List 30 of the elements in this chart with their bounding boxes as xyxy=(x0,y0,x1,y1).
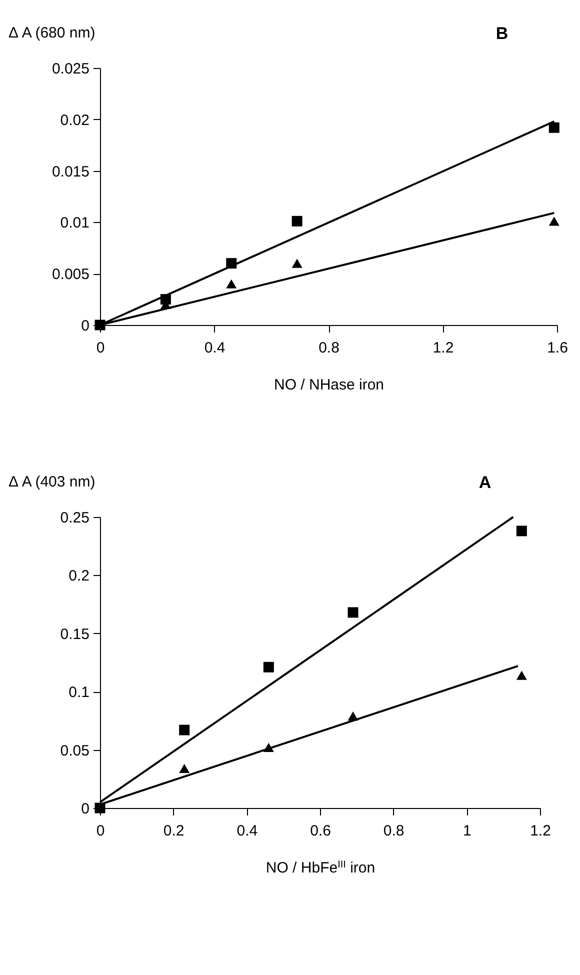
x-tick-label: 1.2 xyxy=(432,340,454,356)
y-tick-label: 0.005 xyxy=(52,266,90,284)
x-tick-label: 0 xyxy=(96,340,105,356)
x-tick-label: 1.2 xyxy=(530,822,551,840)
x-axis-title: NO / HbFe$^{III}$ iron xyxy=(266,859,376,876)
y-tick-label: 0.2 xyxy=(68,568,90,585)
y-tick-label: 0.05 xyxy=(60,742,90,760)
y-axis-title: Δ A (680 nm) xyxy=(8,24,96,42)
y-tick-label: 0.015 xyxy=(52,163,90,180)
x-tick-label: 0.4 xyxy=(236,822,258,840)
y-tick-label: 0.02 xyxy=(60,112,90,129)
y-tick-label: 0.1 xyxy=(68,684,90,702)
x-tick-label: 0 xyxy=(96,822,105,840)
text: B xyxy=(496,24,508,43)
x-tick-label: 1 xyxy=(462,822,472,840)
x-tick-label: 0.4 xyxy=(204,340,226,356)
y-tick-label: 0 xyxy=(81,318,90,334)
y-tick-label: 0.01 xyxy=(60,214,90,232)
y-axis-title: Δ A (403 nm) xyxy=(8,474,96,490)
x-tick-label: 0.8 xyxy=(383,822,404,840)
x-tick-label: 0.8 xyxy=(318,340,340,356)
x-tick-label: 0.6 xyxy=(310,822,331,840)
y-tick-label: 0 xyxy=(81,800,90,818)
y-tick-label: 0.025 xyxy=(52,60,90,78)
y-tick-label: 0.15 xyxy=(60,626,90,643)
x-axis-title: NO / NHase iron xyxy=(274,376,384,394)
text: A xyxy=(478,473,492,492)
x-tick-label: 1.6 xyxy=(547,340,568,356)
y-tick-label: 0.25 xyxy=(60,510,90,526)
x-tick-label: 0.2 xyxy=(163,822,184,840)
